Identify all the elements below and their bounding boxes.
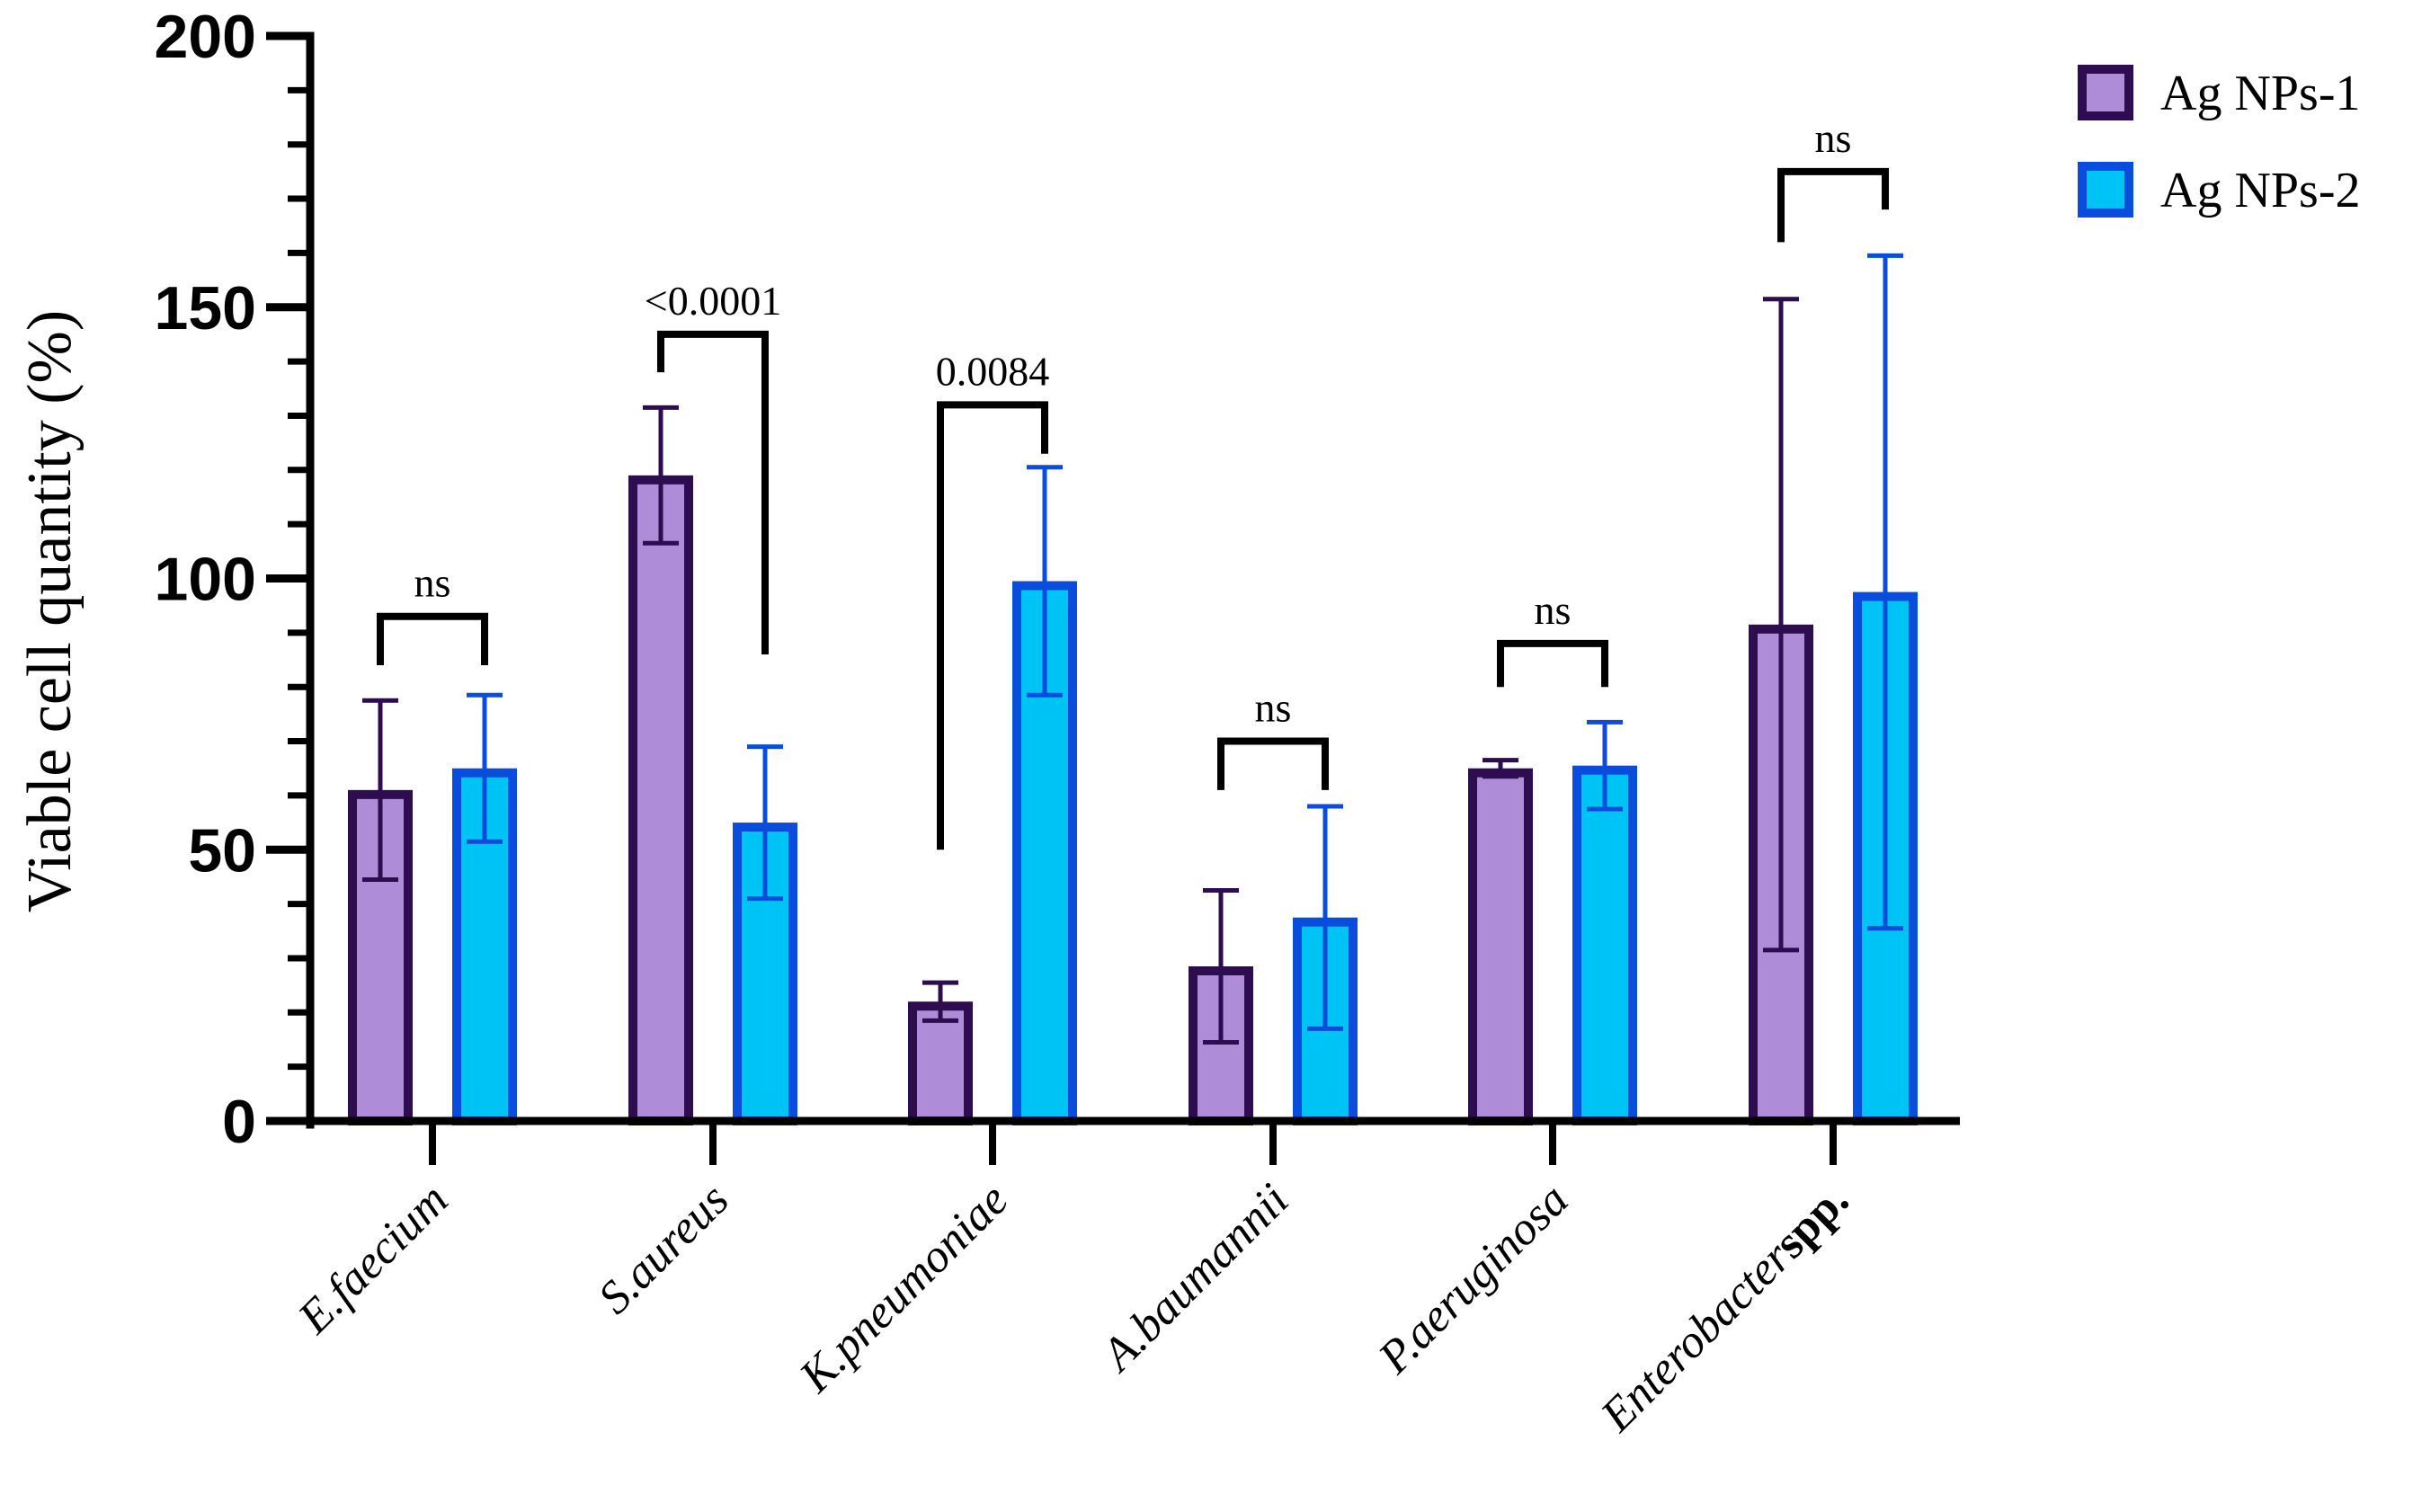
- comparisons-layer: ns <0.0001 0.0084 ns ns ns: [377, 115, 1889, 850]
- bar-series1-cat5: [1468, 768, 1533, 1125]
- significance-bracket: [1497, 639, 1608, 688]
- bar-series2-cat1: [452, 768, 517, 1125]
- error-bar-series2-cat5: [1587, 719, 1623, 812]
- significance-bracket: [657, 330, 769, 654]
- axes-layer: [306, 31, 1960, 1129]
- y-tick-label: 200: [155, 3, 256, 71]
- significance-bracket: [1217, 737, 1329, 790]
- x-tick-label-main: S.aureus: [589, 1174, 739, 1324]
- x-tick-label: Enterobacterspp.: [1590, 1174, 1858, 1442]
- legend: Ag NPs-1 Ag NPs-2: [2078, 65, 2360, 218]
- x-tick-label-main: A.baumannii: [1091, 1174, 1298, 1382]
- y-tick-label: 150: [155, 274, 256, 342]
- y-tick-label: 100: [155, 546, 256, 614]
- x-tick-label-main: Enterobacter: [1590, 1232, 1801, 1442]
- y-tick-label: 0: [222, 1088, 256, 1156]
- error-bars-layer: [362, 253, 1903, 1045]
- significance-bracket: [1777, 167, 1889, 243]
- y-tick-label: 50: [188, 816, 256, 885]
- significance-label: 0.0084: [936, 348, 1050, 394]
- x-tick-label: S.aureus: [589, 1174, 739, 1324]
- y-axis-label: Viable cell quantity (%): [15, 310, 85, 912]
- significance-bracket: [377, 612, 488, 666]
- significance-label: ns: [414, 560, 451, 606]
- error-bar-series1-cat1: [362, 698, 398, 882]
- bar-series1-cat2: [628, 475, 693, 1125]
- legend-swatch: [2078, 162, 2133, 218]
- x-tick-label: E.faecium: [288, 1174, 458, 1344]
- legend-label: Ag NPs-2: [2160, 163, 2360, 218]
- y-ticks-layer: 0 50 100 150 200: [155, 3, 310, 1156]
- error-bar-series1-cat3: [922, 980, 958, 1023]
- bar-series2-cat5: [1572, 765, 1637, 1126]
- error-bar-series1-cat5: [1483, 758, 1518, 779]
- x-tick-label-main: E.faecium: [288, 1174, 458, 1344]
- x-tick-label: K.pneumoniae: [789, 1174, 1018, 1402]
- error-bar-series2-cat2: [747, 744, 783, 902]
- significance-label: ns: [1255, 685, 1292, 731]
- error-bar-series2-cat1: [467, 692, 503, 844]
- significance-label: ns: [1535, 587, 1572, 633]
- error-bar-series2-cat3: [1027, 465, 1063, 698]
- legend-label: Ag NPs-1: [2160, 66, 2360, 121]
- x-tick-label-main: K.pneumoniae: [789, 1174, 1018, 1402]
- x-tick-label-main: P.aeruginosa: [1368, 1174, 1578, 1383]
- significance-bracket: [937, 401, 1048, 850]
- significance-label: ns: [1815, 115, 1852, 161]
- error-bar-series1-cat6: [1763, 297, 1799, 953]
- error-bar-series1-cat2: [643, 405, 679, 546]
- error-bar-series2-cat6: [1867, 253, 1903, 931]
- x-tick-label: P.aeruginosa: [1368, 1174, 1578, 1383]
- error-bar-series2-cat4: [1307, 804, 1343, 1031]
- bar-series1-cat3: [908, 1001, 973, 1125]
- x-tick-label: A.baumannii: [1091, 1174, 1298, 1382]
- x-ticks-layer: E.faecium S.aureus K.pneumoniae A.baumannii…: [288, 1121, 1858, 1442]
- error-bar-series1-cat4: [1203, 888, 1239, 1045]
- bars-layer: [348, 475, 1918, 1126]
- significance-label: <0.0001: [645, 278, 781, 324]
- legend-swatch: [2078, 65, 2133, 120]
